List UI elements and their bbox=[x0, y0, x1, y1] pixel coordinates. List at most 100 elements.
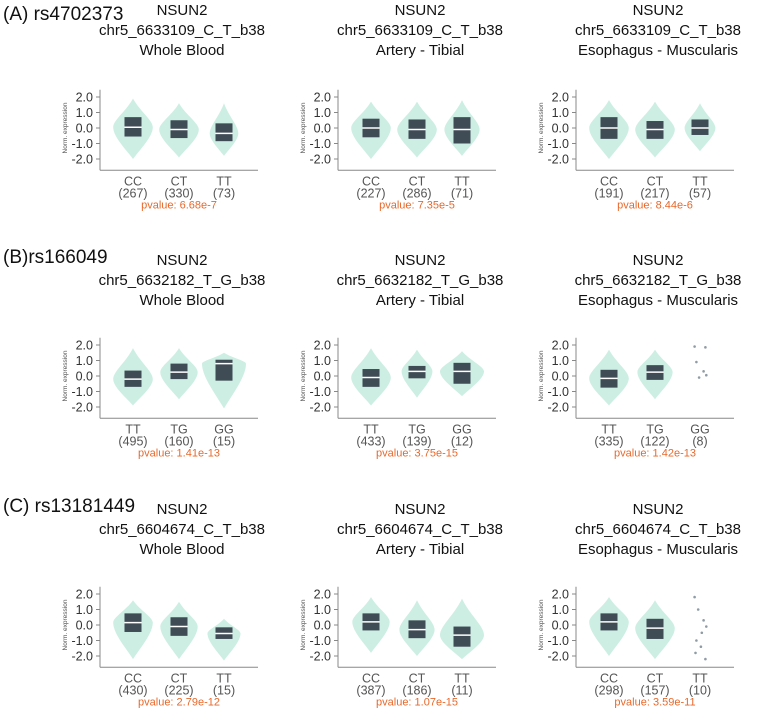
y-tick-label: 2.0 bbox=[76, 339, 93, 353]
y-axis-label: Norm. expression bbox=[62, 599, 69, 650]
y-axis-label: Norm. expression bbox=[62, 350, 69, 401]
data-point bbox=[704, 657, 707, 661]
y-tick-label: 0.0 bbox=[552, 619, 569, 633]
genotype-label: CC bbox=[124, 671, 142, 685]
sample-count-label: (15) bbox=[213, 683, 235, 697]
variant-id: chr5_6604674_C_T_b38 bbox=[337, 521, 503, 538]
y-axis-label: Norm. expression bbox=[62, 102, 69, 153]
variant-id: chr5_6633109_C_T_b38 bbox=[99, 22, 265, 39]
y-tick-label: -2.0 bbox=[309, 650, 331, 664]
genotype-label: CT bbox=[647, 174, 664, 188]
data-point bbox=[693, 595, 696, 599]
data-point bbox=[697, 376, 701, 379]
sample-count-label: (71) bbox=[451, 186, 473, 200]
data-point bbox=[702, 619, 705, 622]
variant-id: chr5_6632182_T_G_b38 bbox=[98, 272, 266, 289]
genotype-label: TT bbox=[601, 422, 617, 436]
sample-count-label: (227) bbox=[356, 186, 385, 200]
panel-header: NSUN2 chr5_6633109_C_T_b38 Whole Blood bbox=[52, 1, 312, 61]
genotype-label: TT bbox=[363, 422, 379, 436]
genotype-label: CT bbox=[171, 671, 188, 685]
y-tick-label: -2.0 bbox=[309, 153, 331, 167]
y-tick-label: 2.0 bbox=[76, 588, 93, 602]
panel-header: NSUN2 chr5_6633109_C_T_b38 Artery - Tibi… bbox=[290, 1, 550, 61]
y-tick-label: 1.0 bbox=[552, 106, 569, 120]
y-tick-label: 2.0 bbox=[314, 339, 331, 353]
sample-count-label: (267) bbox=[118, 186, 147, 200]
y-tick-label: 2.0 bbox=[314, 91, 331, 105]
violin-shape bbox=[207, 618, 241, 661]
pvalue-label: pvalue: 3.75e-15 bbox=[376, 447, 458, 459]
sample-count-label: (330) bbox=[164, 186, 193, 200]
gene-name: NSUN2 bbox=[632, 501, 684, 518]
panel-header: NSUN2 chr5_6632182_T_G_b38 Whole Blood bbox=[52, 251, 312, 311]
y-tick-label: -2.0 bbox=[309, 401, 331, 415]
sample-count-label: (11) bbox=[451, 683, 472, 697]
y-tick-label: -1.0 bbox=[547, 137, 569, 151]
y-tick-label: -1.0 bbox=[309, 137, 331, 151]
gene-name: NSUN2 bbox=[156, 2, 208, 19]
y-tick-label: -1.0 bbox=[309, 385, 331, 399]
tissue-name: Artery - Tibial bbox=[375, 541, 465, 558]
y-axis-label: Norm. expression bbox=[300, 599, 307, 650]
tissue-name: Artery - Tibial bbox=[375, 42, 465, 59]
y-tick-label: -2.0 bbox=[71, 153, 93, 167]
genotype-label: TT bbox=[216, 671, 232, 685]
y-tick-label: 1.0 bbox=[552, 354, 569, 368]
data-point bbox=[694, 651, 697, 655]
y-tick-label: 0.0 bbox=[314, 619, 331, 633]
y-tick-label: 0.0 bbox=[552, 122, 569, 136]
variant-id: chr5_6633109_C_T_b38 bbox=[575, 22, 741, 39]
sample-count-label: (495) bbox=[118, 434, 147, 448]
sample-count-label: (122) bbox=[640, 434, 669, 448]
tissue-name: Whole Blood bbox=[139, 292, 225, 309]
data-point bbox=[696, 608, 700, 611]
sample-count-label: (387) bbox=[356, 683, 385, 697]
y-axis-label: Norm. expression bbox=[538, 102, 545, 153]
data-point bbox=[699, 645, 703, 648]
row-label-c: (C) rs13181449 bbox=[3, 496, 136, 517]
data-point bbox=[700, 631, 704, 635]
y-tick-label: 2.0 bbox=[552, 339, 569, 353]
gene-name: NSUN2 bbox=[156, 252, 208, 269]
sample-count-label: (433) bbox=[356, 434, 385, 448]
genotype-label: TT bbox=[692, 174, 708, 188]
genotype-label: CC bbox=[362, 671, 380, 685]
iqr-box bbox=[215, 359, 233, 381]
tissue-name: Esophagus - Muscularis bbox=[577, 42, 739, 59]
data-point bbox=[693, 345, 696, 348]
y-tick-label: -2.0 bbox=[547, 650, 569, 664]
pvalue-label: pvalue: 3.59e-11 bbox=[614, 696, 695, 708]
sample-count-label: (57) bbox=[689, 186, 711, 200]
sample-count-label: (225) bbox=[164, 683, 193, 697]
y-axis-label: Norm. expression bbox=[538, 350, 545, 401]
pvalue-label: pvalue: 6.68e-7 bbox=[141, 199, 217, 211]
genotype-label: TG bbox=[170, 422, 187, 436]
variant-id: chr5_6633109_C_T_b38 bbox=[337, 22, 503, 39]
y-tick-label: -2.0 bbox=[71, 650, 93, 664]
sample-count-label: (298) bbox=[594, 683, 623, 697]
sample-count-label: (12) bbox=[451, 434, 473, 448]
iqr-box bbox=[215, 123, 233, 142]
iqr-box bbox=[170, 363, 188, 380]
y-tick-label: -2.0 bbox=[547, 401, 569, 415]
data-point bbox=[695, 360, 698, 364]
y-tick-label: 1.0 bbox=[76, 603, 93, 617]
y-tick-label: 0.0 bbox=[76, 122, 93, 136]
iqr-box bbox=[691, 119, 709, 135]
genotype-label: CC bbox=[600, 671, 618, 685]
y-tick-label: -1.0 bbox=[71, 634, 93, 648]
genotype-label: CT bbox=[171, 174, 188, 188]
iqr-box bbox=[408, 365, 426, 379]
panel-header: NSUN2 chr5_6604674_C_T_b38 Esophagus - M… bbox=[528, 500, 762, 560]
genotype-label: CT bbox=[409, 671, 426, 685]
genotype-label: TT bbox=[216, 174, 232, 188]
tissue-name: Artery - Tibial bbox=[375, 292, 465, 309]
data-point bbox=[704, 346, 707, 349]
sample-count-label: (73) bbox=[213, 186, 235, 200]
sample-count-label: (217) bbox=[640, 186, 669, 200]
y-tick-label: -1.0 bbox=[71, 137, 93, 151]
gene-name: NSUN2 bbox=[394, 252, 446, 269]
y-tick-label: 1.0 bbox=[314, 106, 331, 120]
genotype-label: CT bbox=[647, 671, 664, 685]
